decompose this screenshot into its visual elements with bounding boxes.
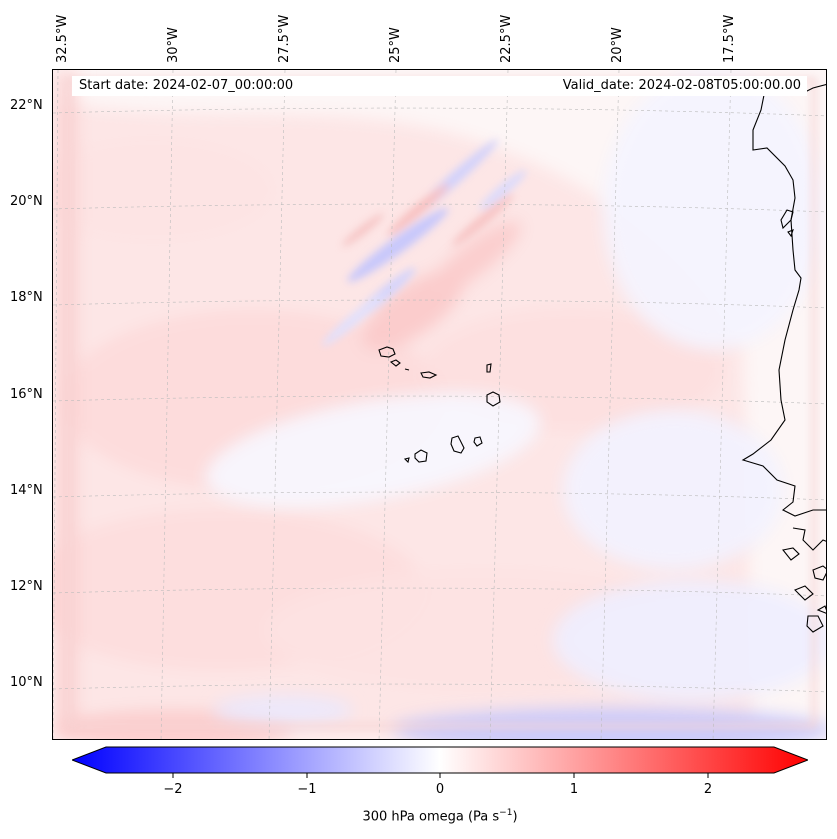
lat-label-16n: 16°N: [10, 387, 43, 402]
lat-label-14n: 14°N: [10, 483, 43, 498]
colorbar-label: 300 hPa omega (Pa s−1): [362, 808, 518, 825]
negative-omega-regions: [205, 70, 826, 739]
start-date-label: Start date: 2024-02-07_00:00:00: [79, 78, 294, 93]
lon-label-22-5w: 22.5°W: [499, 14, 514, 63]
lat-label-12n: 12°N: [10, 579, 43, 594]
lon-label-32-5w: 32.5°W: [55, 14, 70, 63]
lon-label-20w: 20°W: [610, 27, 625, 63]
valid-date-label: Valid_date: 2024-02-08T05:00:00.00: [562, 78, 801, 93]
date-header-strip: [72, 76, 807, 96]
wave-streaks: [322, 139, 527, 346]
colorbar-label-exponent: −1: [499, 808, 513, 818]
colorbar-tick-minus-2: −2: [163, 782, 183, 797]
lon-label-25w: 25°W: [388, 27, 403, 63]
graticule: [53, 70, 826, 739]
colorbar-tick-0: 0: [435, 782, 445, 797]
colorbar-ticks: [172, 773, 709, 778]
lon-label-30w: 30°W: [166, 27, 181, 63]
cape-verde-islands: [378, 346, 501, 464]
omega-field: [53, 70, 826, 739]
map-panel[interactable]: [52, 69, 827, 740]
lat-label-20n: 20°N: [10, 194, 43, 209]
lat-label-22n: 22°N: [10, 98, 43, 113]
colorbar-tick-1: 1: [569, 782, 579, 797]
lat-label-10n: 10°N: [10, 675, 43, 690]
lat-label-18n: 18°N: [10, 290, 43, 305]
african-coastline: [741, 79, 826, 633]
lon-label-17-5w: 17.5°W: [722, 14, 737, 63]
colorbar: [72, 746, 808, 778]
lon-label-27-5w: 27.5°W: [277, 14, 292, 63]
colorbar-tick-minus-1: −1: [297, 782, 317, 797]
colorbar-tick-2: 2: [703, 782, 713, 797]
colorbar-body: [72, 746, 808, 774]
